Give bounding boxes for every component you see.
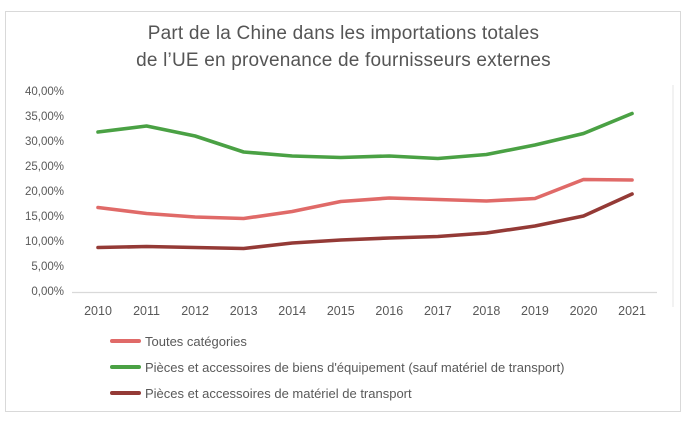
- y-tick-label: 0,00%: [31, 286, 64, 298]
- x-tick-label: 2019: [521, 304, 549, 318]
- legend-label: Pièces et accessoires de matériel de tra…: [145, 385, 412, 401]
- plot-area: 40,00% 35,00% 30,00% 25,00% 20,00% 15,00% 10,0…: [25, 85, 674, 318]
- series-line-0: [96, 177, 634, 221]
- chart-title-line2: de l’UE en provenance de fournisseurs ex…: [136, 50, 551, 71]
- x-tick-label: 2017: [424, 304, 452, 318]
- y-tick-label: 20,00%: [25, 186, 64, 198]
- y-tick-label: 10,00%: [25, 236, 64, 248]
- chart-title: Part de la Chine dans les importations t…: [0, 20, 687, 74]
- legend-label: Pièces et accessoires de biens d'équipem…: [145, 359, 565, 375]
- y-tick-label: 5,00%: [31, 261, 64, 273]
- y-tick-label: 30,00%: [25, 136, 64, 148]
- x-tick-label: 2020: [570, 304, 598, 318]
- x-tick-label: 2013: [230, 304, 258, 318]
- series-line-2: [96, 192, 634, 251]
- chart-title-line1: Part de la Chine dans les importations t…: [147, 23, 540, 44]
- series-line-1: [96, 111, 634, 161]
- legend-item-1: Pièces et accessoires de biens d'équipem…: [110, 357, 564, 377]
- x-tick-label: 2012: [181, 304, 209, 318]
- y-tick-label: 40,00%: [25, 86, 64, 98]
- x-tick-label: 2010: [84, 304, 112, 318]
- x-tick-label: 2016: [375, 304, 403, 318]
- legend: Toutes catégories Pièces et accessoires d…: [110, 331, 564, 403]
- x-tick-label: 2011: [133, 304, 160, 318]
- legend-label: Toutes catégories: [145, 333, 247, 349]
- legend-swatch-icon: [110, 365, 141, 369]
- legend-item-2: Pièces et accessoires de matériel de tra…: [110, 383, 564, 403]
- legend-swatch-icon: [110, 339, 141, 343]
- y-tick-label: 35,00%: [25, 111, 64, 123]
- x-tick-label: 2021: [618, 304, 646, 318]
- y-tick-label: 15,00%: [25, 211, 64, 223]
- legend-swatch-icon: [110, 391, 141, 395]
- x-tick-label: 2018: [472, 304, 500, 318]
- x-tick-label: 2014: [278, 304, 306, 318]
- x-tick-label: 2015: [327, 304, 355, 318]
- y-tick-label: 25,00%: [25, 161, 64, 173]
- legend-item-0: Toutes catégories: [110, 331, 564, 351]
